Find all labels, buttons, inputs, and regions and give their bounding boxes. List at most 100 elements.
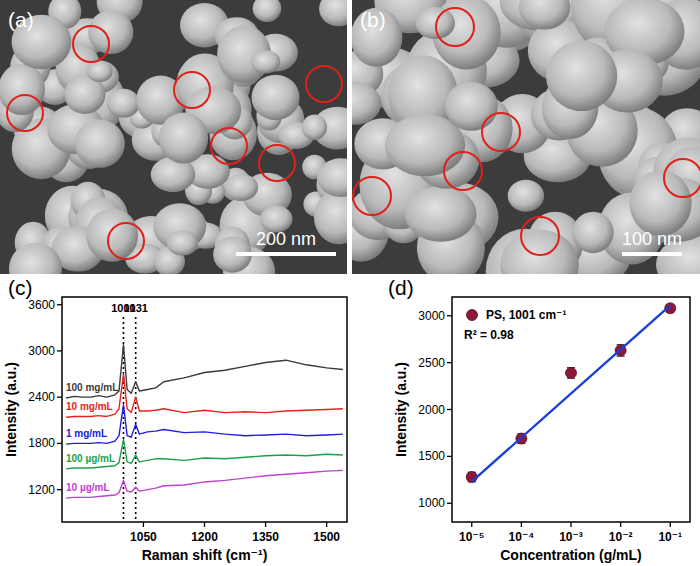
particle [519, 0, 570, 30]
x-tick-label: 10⁻¹ [658, 530, 682, 544]
highlight-circle [259, 145, 295, 181]
y-tick-label: 2000 [418, 403, 445, 417]
y-tick-label: 3600 [28, 298, 55, 312]
x-axis-title: Concentration (g/mL) [500, 547, 642, 563]
plot-frame [62, 297, 347, 522]
particle [159, 113, 208, 164]
highlight-circle [664, 159, 700, 197]
particle [167, 231, 198, 256]
y-tick-label: 1000 [418, 496, 445, 510]
highlight-circle [73, 26, 109, 62]
particle [352, 8, 402, 67]
particle [546, 41, 617, 111]
sem-image [0, 0, 347, 274]
highlight-circle [521, 217, 559, 255]
x-tick-label: 1050 [130, 530, 157, 544]
y-tick-label: 2500 [418, 356, 445, 370]
particle [352, 82, 381, 125]
particle [317, 158, 347, 197]
fit-annotation: R² = 0.98 [464, 328, 514, 342]
panel-label: (b) [360, 8, 386, 31]
x-tick [620, 522, 621, 527]
sem-background [0, 0, 347, 274]
peak-label: 1031 [123, 302, 147, 314]
y-tick [57, 489, 62, 490]
legend-label: PS, 1001 cm⁻¹ [486, 308, 566, 322]
series-label: 10 mg/mL [66, 401, 113, 412]
y-tick [57, 397, 62, 398]
x-tick [521, 522, 522, 527]
particle [572, 212, 613, 253]
y-axis-title: Intensity (a.u.) [3, 362, 19, 457]
series-label: 100 mg/mL [66, 382, 118, 393]
highlight-circle [306, 66, 342, 102]
particle [508, 180, 544, 212]
y-tick-label: 3000 [28, 344, 55, 358]
particle [253, 0, 282, 22]
y-tick [57, 304, 62, 305]
series-line [66, 470, 343, 498]
x-tick-label: 10⁻² [609, 530, 633, 544]
x-tick-label: 10⁻⁵ [459, 530, 484, 544]
scale-bar-label: 100 nm [622, 229, 682, 249]
series-line [66, 440, 343, 469]
particle [500, 230, 578, 274]
y-tick-label: 1200 [28, 483, 55, 497]
y-tick [447, 503, 452, 504]
y-tick-label: 1800 [28, 436, 55, 450]
x-tick [326, 522, 327, 527]
peak-guide [135, 317, 137, 522]
plot-frame [452, 297, 690, 522]
particle [445, 82, 498, 131]
highlight-circle [108, 223, 144, 259]
x-tick [204, 522, 205, 527]
x-tick [670, 522, 671, 527]
particle [405, 186, 477, 242]
particle [319, 0, 347, 26]
x-tick [471, 522, 472, 527]
y-tick [447, 362, 452, 363]
y-tick-label: 3000 [418, 309, 445, 323]
highlight-circle [436, 8, 474, 46]
series-label: 100 µg/mL [66, 453, 115, 464]
particle [75, 120, 125, 168]
y-tick-label: 2400 [28, 390, 55, 404]
x-tick-label: 10⁻³ [559, 530, 583, 544]
particle [630, 170, 692, 236]
legend-marker [467, 310, 478, 321]
series-label: 10 µg/mL [66, 482, 110, 493]
scale-bar [236, 252, 336, 256]
highlight-circle [211, 128, 247, 164]
series-line [66, 374, 343, 417]
x-tick [143, 522, 144, 527]
data-point [566, 367, 577, 378]
figure: (a)200 nm(b)100 nm1050120013501500120018… [0, 0, 700, 566]
particle [251, 50, 281, 73]
sem-image [352, 0, 700, 274]
x-tick-label: 10⁻⁴ [509, 530, 535, 544]
particle [314, 190, 347, 244]
series-label: 1 mg/mL [66, 428, 107, 439]
highlight-circle [444, 152, 482, 190]
x-axis-title: Raman shift (cm⁻¹) [142, 547, 268, 563]
particle [252, 75, 300, 121]
series-line [66, 345, 343, 398]
scale-bar [622, 252, 682, 256]
particle [415, 7, 455, 39]
particle [107, 89, 140, 118]
particle [9, 243, 62, 274]
particle [87, 61, 113, 82]
y-tick [57, 350, 62, 351]
y-tick [57, 443, 62, 444]
y-axis-title: Intensity (a.u.) [393, 362, 409, 457]
highlight-circle [174, 72, 210, 108]
particle [224, 174, 258, 201]
highlight-circle [482, 113, 520, 151]
highlight-circle [7, 95, 43, 131]
scale-bar-label: 200 nm [256, 229, 316, 249]
particle [88, 10, 133, 54]
particle [302, 114, 327, 140]
x-tick [265, 522, 266, 527]
y-tick [447, 315, 452, 316]
panel-label: (c) [8, 276, 33, 299]
